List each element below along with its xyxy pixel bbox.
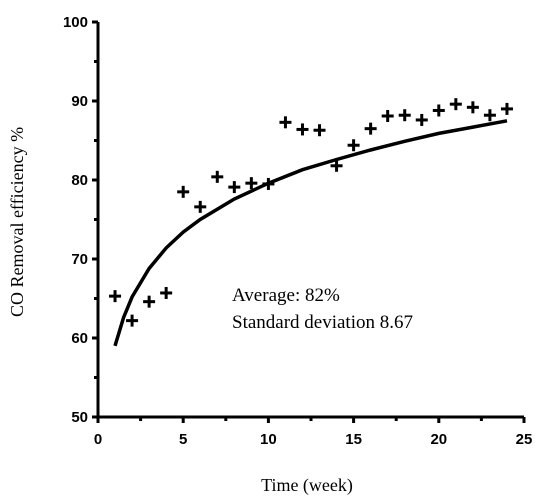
x-axis-title: Time (week)	[261, 475, 353, 496]
data-point	[177, 185, 190, 198]
data-point	[398, 109, 411, 122]
average-annotation: Average: 82%	[232, 285, 340, 306]
data-point	[500, 102, 513, 115]
data-point	[143, 295, 156, 308]
data-point	[364, 122, 377, 135]
y-tick-label: 50	[71, 409, 88, 426]
data-point	[262, 177, 275, 190]
data-point	[245, 177, 258, 190]
data-point	[296, 123, 309, 136]
x-tick-label: 0	[94, 431, 102, 448]
x-tick-label: 5	[179, 431, 187, 448]
std-dev-annotation: Standard deviation 8.67	[232, 312, 413, 333]
data-point	[313, 124, 326, 137]
y-tick-label: 100	[63, 14, 88, 31]
data-point	[347, 139, 360, 152]
data-point	[160, 286, 173, 299]
y-tick-label: 60	[71, 330, 88, 347]
data-point	[194, 200, 207, 213]
data-markers	[109, 98, 513, 327]
data-point	[432, 104, 445, 117]
x-tick-label: 15	[345, 431, 362, 448]
y-tick-label: 80	[71, 172, 88, 189]
data-point	[483, 109, 496, 122]
x-tick-label: 10	[260, 431, 277, 448]
tick-labels: 50 60 70 80 90 100 0 5 10 15 20 25	[63, 14, 532, 448]
plot-area: 50 60 70 80 90 100 0 5 10 15 20 25	[63, 14, 532, 448]
data-point	[228, 181, 241, 194]
data-point	[279, 116, 292, 129]
data-point	[330, 159, 343, 172]
data-point	[109, 290, 122, 303]
x-tick-label: 25	[516, 431, 533, 448]
data-point	[126, 314, 139, 327]
y-tick-label: 90	[71, 93, 88, 110]
data-point	[381, 110, 394, 123]
data-point	[449, 98, 462, 111]
axis-ticks	[92, 20, 526, 423]
y-axis-title: CO Removal efficiency %	[7, 127, 27, 317]
data-point	[466, 101, 479, 114]
x-tick-label: 20	[430, 431, 447, 448]
y-tick-label: 70	[71, 251, 88, 268]
fit-curve	[113, 119, 508, 347]
data-point	[415, 113, 428, 126]
data-point	[211, 170, 224, 183]
